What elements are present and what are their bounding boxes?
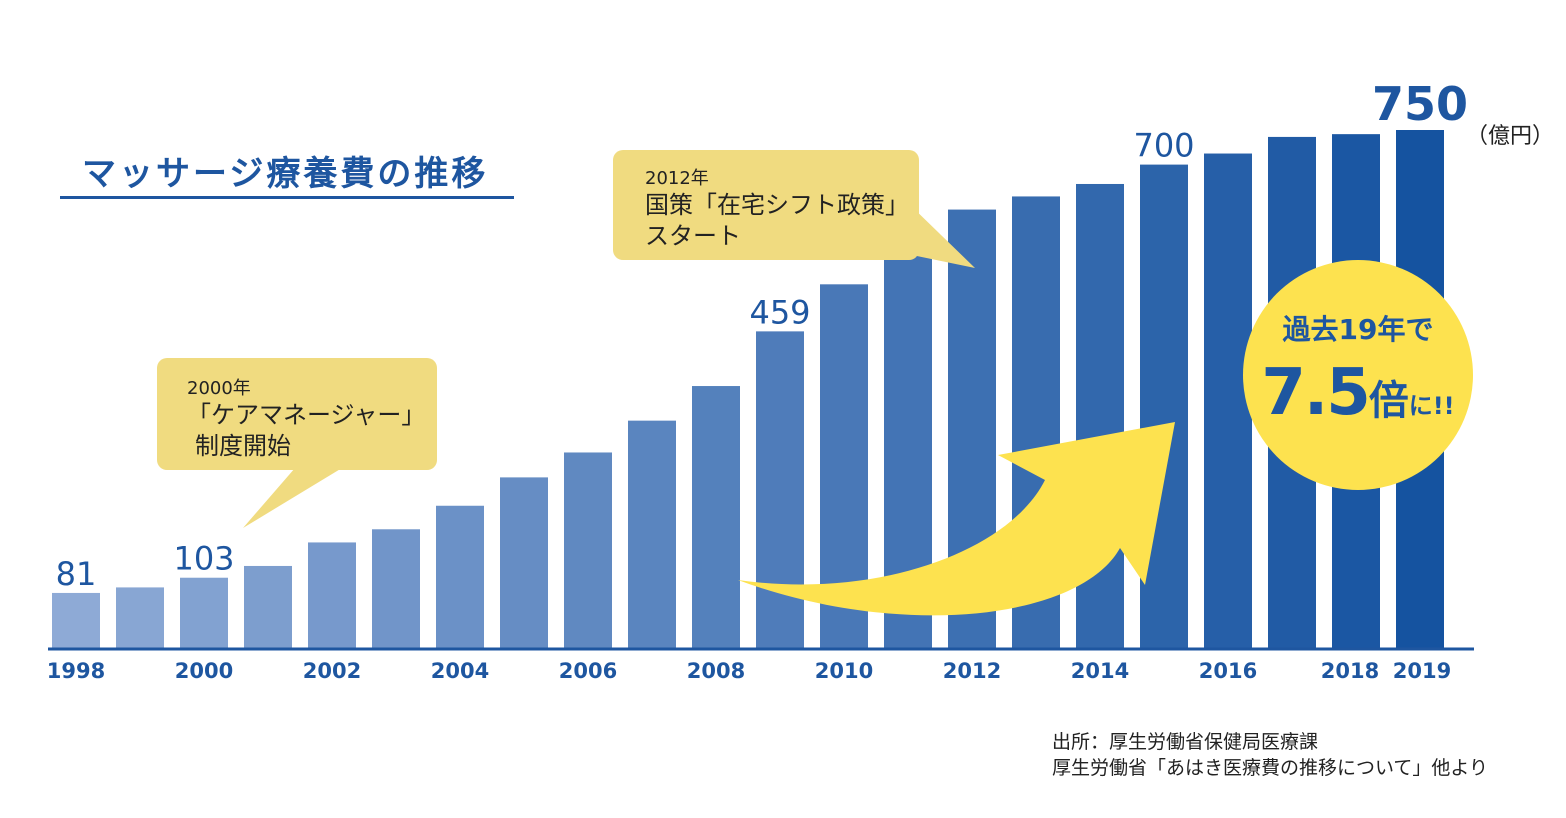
callout-2000-year: 2000年 bbox=[187, 378, 251, 399]
value-labels: 81 103 459 700 750 bbox=[56, 77, 1468, 593]
x-tick-2000: 2000 bbox=[175, 659, 233, 683]
growth-line1: 過去19年で bbox=[1282, 313, 1434, 346]
callout-2000: 2000年 「ケアマネージャー」 制度開始 bbox=[157, 358, 437, 470]
source-line-2: 厚生労働省「あはき医療費の推移について」他より bbox=[1052, 756, 1489, 779]
callout-2000-line1: 「ケアマネージャー」 bbox=[187, 401, 426, 429]
x-tick-2002: 2002 bbox=[303, 659, 361, 683]
callout-2012-year: 2012年 bbox=[645, 168, 709, 189]
callout-2012-line2: スタート bbox=[645, 222, 741, 251]
growth-arrow bbox=[738, 422, 1175, 616]
x-tick-2004: 2004 bbox=[431, 659, 489, 683]
bar-2015 bbox=[1140, 164, 1188, 649]
bar-2007 bbox=[628, 420, 676, 649]
title-underline bbox=[60, 196, 514, 199]
x-tick-2019: 2019 bbox=[1393, 659, 1451, 683]
bar-2005 bbox=[500, 477, 548, 649]
x-tick-labels: 1998 2000 2002 2004 2006 2008 2010 2012 2014 2016… bbox=[47, 659, 1451, 683]
x-tick-2008: 2008 bbox=[687, 659, 745, 683]
callout-2012-line1: 国策「在宅シフト政策」 bbox=[645, 191, 909, 219]
source-line-1: 出所：厚生労働省保健局医療課 bbox=[1052, 731, 1319, 753]
callout-2000-line2: 制度開始 bbox=[195, 432, 291, 461]
bar-2001 bbox=[244, 565, 292, 649]
bar-1998 bbox=[52, 592, 100, 649]
x-tick-2014: 2014 bbox=[1071, 659, 1129, 683]
x-tick-1998: 1998 bbox=[47, 659, 105, 683]
unit-label: （億円） bbox=[1466, 124, 1555, 149]
bar-1999 bbox=[116, 587, 164, 649]
bar-2004 bbox=[436, 505, 484, 649]
value-label-1998: 81 bbox=[56, 555, 97, 593]
bar-2002 bbox=[308, 542, 356, 649]
value-label-2015: 700 bbox=[1133, 127, 1194, 165]
callout-2012-tail bbox=[905, 200, 975, 268]
growth-suffix: 倍 bbox=[1368, 378, 1409, 424]
chart-title: マッサージ療養費の推移 bbox=[82, 154, 489, 194]
bar-2003 bbox=[372, 529, 420, 649]
value-label-2009: 459 bbox=[749, 293, 810, 331]
x-tick-2016: 2016 bbox=[1199, 659, 1257, 683]
growth-number: 7.5 bbox=[1261, 356, 1370, 430]
source-note: 出所：厚生労働省保健局医療課 厚生労働省「あはき医療費の推移について」他より bbox=[1052, 730, 1488, 781]
callout-2000-tail bbox=[243, 468, 342, 528]
growth-circle: 過去19年で 7.5倍に!! bbox=[1243, 260, 1473, 490]
bar-2006 bbox=[564, 452, 612, 649]
growth-tail: に!! bbox=[1408, 392, 1455, 420]
bar-2000 bbox=[180, 577, 228, 649]
bar-2008 bbox=[692, 386, 740, 649]
callout-2012: 2012年 国策「在宅シフト政策」 スタート bbox=[613, 150, 919, 260]
x-tick-2010: 2010 bbox=[815, 659, 873, 683]
x-tick-2018: 2018 bbox=[1321, 659, 1379, 683]
growth-line2: 7.5倍に!! bbox=[1243, 356, 1473, 430]
x-tick-2012: 2012 bbox=[943, 659, 1001, 683]
bar-2009 bbox=[756, 331, 804, 649]
x-tick-2006: 2006 bbox=[559, 659, 617, 683]
value-label-2019: 750 bbox=[1372, 77, 1468, 131]
bar-2016 bbox=[1204, 153, 1252, 649]
value-label-2000: 103 bbox=[173, 540, 234, 578]
